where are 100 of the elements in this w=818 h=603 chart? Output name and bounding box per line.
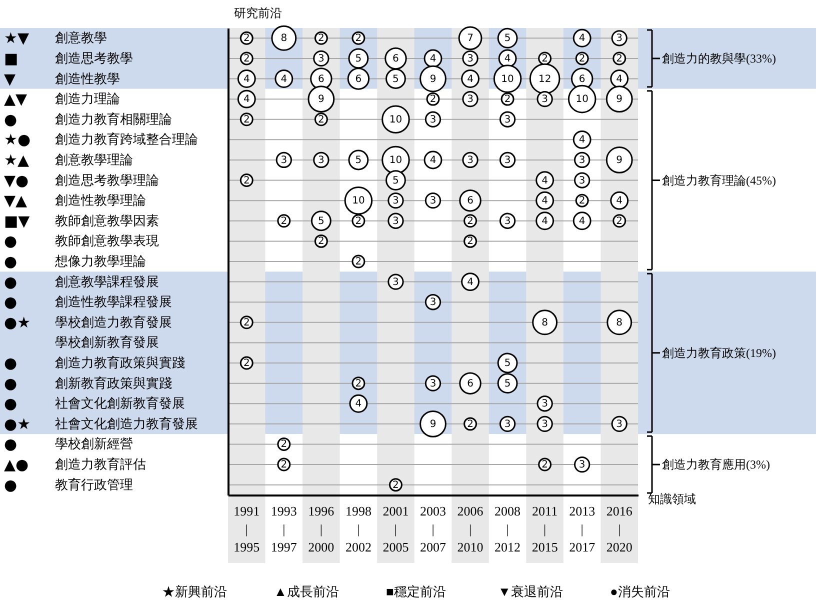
data-label: 5 [392, 175, 399, 186]
x-tick-label: 2006 | 2010 [457, 504, 484, 554]
data-label: 4 [280, 74, 288, 85]
data-label: 2 [430, 94, 436, 106]
data-label: 2 [318, 33, 324, 44]
data-label: 2 [318, 236, 324, 248]
y2-tick-label: ● [4, 293, 18, 312]
y2-tick-label: ▲● [4, 456, 29, 474]
y-tick-label: 學校創造力教育發展 [55, 314, 172, 330]
y-tick-label: 創造性教學理論 [55, 192, 146, 208]
data-label: 3 [578, 175, 586, 186]
y2-tick-label: ●★ [4, 414, 31, 433]
x-tick-label: 2013 | 2017 [569, 504, 596, 554]
y-tick-label: 想像力教學理論 [54, 254, 146, 268]
data-label: 3 [392, 216, 399, 227]
data-label: 4 [542, 175, 548, 186]
data-label: 2 [578, 53, 586, 64]
data-label: 8 [616, 317, 623, 328]
y2-tick-label: ● [4, 232, 18, 250]
y-tick-label: 學校創新教育發展 [55, 334, 159, 350]
data-label: 8 [542, 317, 548, 328]
data-label: 4 [430, 154, 436, 166]
data-label: 2 [318, 114, 324, 126]
x-tick-label: 1991 | 1995 [234, 504, 260, 554]
y2-tick-label: ● [4, 272, 18, 291]
data-label: 2 [467, 216, 474, 227]
x-tick-label: 2011 | 2015 [532, 504, 558, 554]
y2-tick-label: ●★ [4, 313, 31, 332]
data-label: 3 [392, 196, 399, 207]
y-tick-label: 創造力教育政策與實踐 [55, 355, 185, 370]
y-tick-label: 教師創意教學表現 [55, 233, 159, 248]
data-label: 2 [355, 378, 362, 390]
text: ●消失前沿 [610, 584, 670, 599]
data-label: 3 [280, 154, 288, 166]
data-label: 3 [467, 53, 474, 64]
y2-tick-label: ● [4, 476, 18, 494]
data-label: 3 [392, 276, 399, 288]
y-tick-label: 教育行政管理 [55, 476, 133, 492]
data-label: 2 [542, 460, 548, 471]
data-label: 3 [318, 53, 324, 64]
data-label: 8 [280, 33, 288, 44]
data-label: 2 [616, 53, 623, 64]
data-label: 2 [243, 358, 250, 370]
y-tick-label: 創造力教育跨域整合理論 [55, 132, 198, 147]
y-tick-label: 創意教學理論 [55, 152, 133, 167]
data-label: 5 [392, 74, 399, 85]
data-label: 3 [616, 33, 623, 44]
data-label: 5 [355, 154, 362, 166]
data-label: 4 [542, 216, 548, 227]
y-tick-label: 創造性教學課程發展 [55, 294, 172, 310]
x-tick-label: 1998 | 2002 [345, 504, 372, 554]
data-label: 3 [467, 154, 474, 166]
data-label: 5 [504, 33, 511, 44]
y2-tick-label: ▼▲ [4, 192, 28, 210]
data-label: 5 [504, 358, 511, 370]
band-label: 創造力教育政策(19%) [662, 346, 776, 360]
data-label: 5 [318, 216, 324, 227]
y2-tick-label: ▼ [4, 70, 16, 88]
data-label: 6 [467, 378, 474, 390]
data-label: 3 [504, 418, 511, 430]
data-label: 3 [542, 398, 548, 410]
x-tick-label: 2016 | 2020 [606, 504, 633, 554]
data-label: 2 [467, 418, 474, 430]
data-label: 2 [355, 256, 362, 268]
data-label: 3 [542, 418, 548, 430]
data-label: 5 [504, 378, 511, 390]
data-label: 6 [318, 74, 324, 85]
data-label: 3 [467, 94, 474, 106]
x-tick-label: 2001 | 2005 [382, 504, 409, 554]
x-tick-label: 2003 | 2007 [420, 504, 446, 554]
data-label: 9 [318, 94, 324, 106]
data-label: 3 [430, 378, 436, 390]
y2-tick-label: ■ [4, 49, 18, 68]
data-label: 3 [542, 94, 548, 106]
data-label: 3 [430, 114, 436, 126]
band-label: 創造力教育理論(45%) [662, 173, 776, 188]
text: ★新興前沿 [162, 584, 227, 599]
data-label: 3 [616, 418, 623, 430]
x-tick-label: 2008 | 2012 [494, 504, 521, 554]
data-label: 2 [243, 33, 250, 44]
y2-tick-label: ● [4, 435, 18, 454]
data-label: 3 [430, 196, 436, 207]
data-label: 2 [467, 236, 474, 248]
y-tick-label: 社會文化創造力教育發展 [55, 416, 198, 431]
data-label: 4 [467, 276, 474, 288]
data-label: 6 [355, 74, 362, 85]
y2-tick-label: ● [4, 374, 18, 392]
data-label: 2 [243, 175, 250, 186]
y-axis-title: 研究前沿 [234, 6, 282, 20]
data-label: 4 [578, 134, 586, 146]
y-tick-label: 創造力理論 [55, 91, 120, 106]
data-label: 2 [392, 480, 399, 491]
data-label: 9 [430, 418, 436, 430]
y2-tick-label: ● [4, 252, 18, 270]
data-label: 10 [389, 154, 402, 166]
band-label: 創造力的教與學(33%) [662, 51, 776, 66]
data-label: 9 [616, 154, 623, 166]
data-label: 3 [504, 154, 511, 166]
data-label: 4 [243, 94, 250, 106]
y2-tick-label: ▼● [4, 171, 29, 190]
